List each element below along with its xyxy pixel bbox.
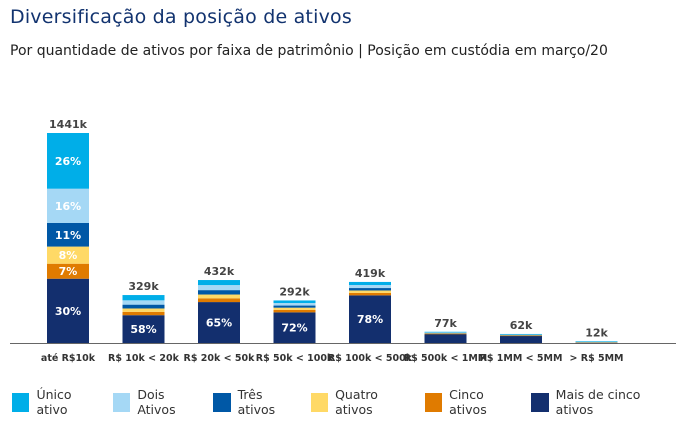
bar-segment — [47, 223, 89, 247]
data-label: 65% — [206, 317, 232, 330]
bar-segment — [500, 333, 542, 335]
total-label: 1441k — [49, 118, 88, 131]
legend-item-tres: Três ativos — [213, 387, 298, 417]
category-label: R$ 10k < 20k — [108, 353, 180, 364]
data-label: 78% — [357, 313, 383, 326]
category-label: R$ 100k < 500k — [328, 353, 413, 364]
bar-segment — [349, 290, 391, 293]
bar-segment — [575, 341, 618, 343]
bar-segment — [424, 331, 467, 333]
bar-segment — [575, 342, 618, 344]
bar-segment — [47, 263, 89, 279]
bar-segment — [122, 311, 165, 316]
bar-segment — [198, 298, 240, 303]
total-label: 62k — [510, 319, 533, 332]
bar-segment — [47, 246, 89, 264]
bar-segment — [424, 332, 467, 333]
bar-segment — [424, 332, 467, 334]
bar-segment — [500, 335, 542, 336]
bar-segment — [349, 284, 391, 289]
bar-segment — [349, 295, 391, 343]
bar-segment — [198, 294, 240, 299]
bar-segment — [500, 334, 542, 335]
legend-swatch — [310, 392, 329, 412]
legend-swatch — [424, 392, 443, 412]
category-label: R$ 1MM < 5MM — [480, 353, 563, 364]
total-label: 419k — [355, 267, 386, 280]
bar-segment — [424, 333, 467, 335]
legend-label: Único ativo — [36, 387, 72, 417]
bar-segment — [47, 188, 89, 223]
bar-segment — [122, 315, 165, 343]
legend: Único ativo Dois Ativos Três ativos Quat… — [12, 387, 684, 417]
bar-segment — [273, 312, 316, 343]
data-label: 58% — [130, 323, 156, 336]
bar-segment — [273, 307, 316, 310]
legend-item-quatro: Quatro ativos — [310, 387, 413, 417]
bar-segment — [500, 335, 542, 343]
category-label: R$ 50k < 100k — [256, 353, 334, 364]
stacked-bar-chart: 30% 7% 8% 11% 16% 26% 1441k até R$10k 58% 329k R$ … — [10, 118, 676, 364]
legend-label: Três ativos — [237, 387, 276, 417]
legend-item-cinco: Cinco ativos — [424, 387, 520, 417]
bar-segment — [122, 295, 165, 301]
category-label: R$ 500k < 1MM — [404, 353, 487, 364]
legend-item-unico: Único ativo — [12, 387, 101, 417]
bar-segment — [349, 281, 391, 285]
data-label: 30% — [55, 305, 81, 318]
bar-segment — [349, 292, 391, 296]
data-label: 11% — [55, 229, 81, 242]
data-label: 8% — [59, 249, 78, 262]
bar-segment — [424, 334, 467, 343]
bar-segment — [349, 288, 391, 291]
total-label: 329k — [128, 280, 159, 293]
legend-item-dois: Dois Ativos — [112, 387, 201, 417]
bar-segment — [198, 280, 240, 286]
bar-segment — [273, 302, 316, 306]
legend-swatch — [112, 392, 131, 412]
legend-swatch — [12, 392, 30, 412]
bar-segment — [198, 302, 240, 343]
bar-segment — [198, 285, 240, 291]
chart-title: Diversificação da posição de ativos — [10, 6, 352, 28]
bar-segment — [198, 290, 240, 295]
legend-label: Dois Ativos — [137, 387, 176, 417]
bar-segment — [47, 133, 89, 189]
category-label: > R$ 5MM — [569, 353, 623, 364]
category-label: até R$10k — [41, 353, 96, 364]
legend-swatch — [531, 392, 549, 412]
bar-segment — [273, 309, 316, 313]
total-label: 432k — [204, 265, 235, 278]
bar-segment — [500, 335, 542, 337]
data-label: 72% — [281, 322, 307, 335]
legend-item-mais-de-cinco: Mais de cinco ativos — [531, 387, 672, 417]
total-label: 292k — [279, 285, 310, 298]
bar-segment — [122, 308, 165, 312]
bar-segment — [500, 334, 542, 336]
total-label: 12k — [585, 326, 608, 339]
legend-label: Mais de cinco ativos — [555, 387, 641, 417]
bar-segment — [575, 341, 618, 342]
legend-label: Quatro ativos — [335, 387, 378, 417]
bar-segment — [122, 304, 165, 309]
data-label: 26% — [55, 155, 81, 168]
bar-segment — [47, 278, 89, 343]
category-label: R$ 20k < 50k — [184, 353, 256, 364]
data-label: 7% — [59, 265, 78, 278]
total-label: 77k — [434, 317, 457, 330]
bar-segment — [122, 300, 165, 305]
bar-segment — [424, 333, 467, 334]
bar-segment — [273, 300, 316, 303]
chart-subtitle: Por quantidade de ativos por faixa de pa… — [10, 43, 608, 59]
data-label: 16% — [55, 200, 81, 213]
legend-label: Cinco ativos — [449, 387, 487, 417]
legend-swatch — [213, 392, 231, 412]
bar-segment — [273, 305, 316, 308]
